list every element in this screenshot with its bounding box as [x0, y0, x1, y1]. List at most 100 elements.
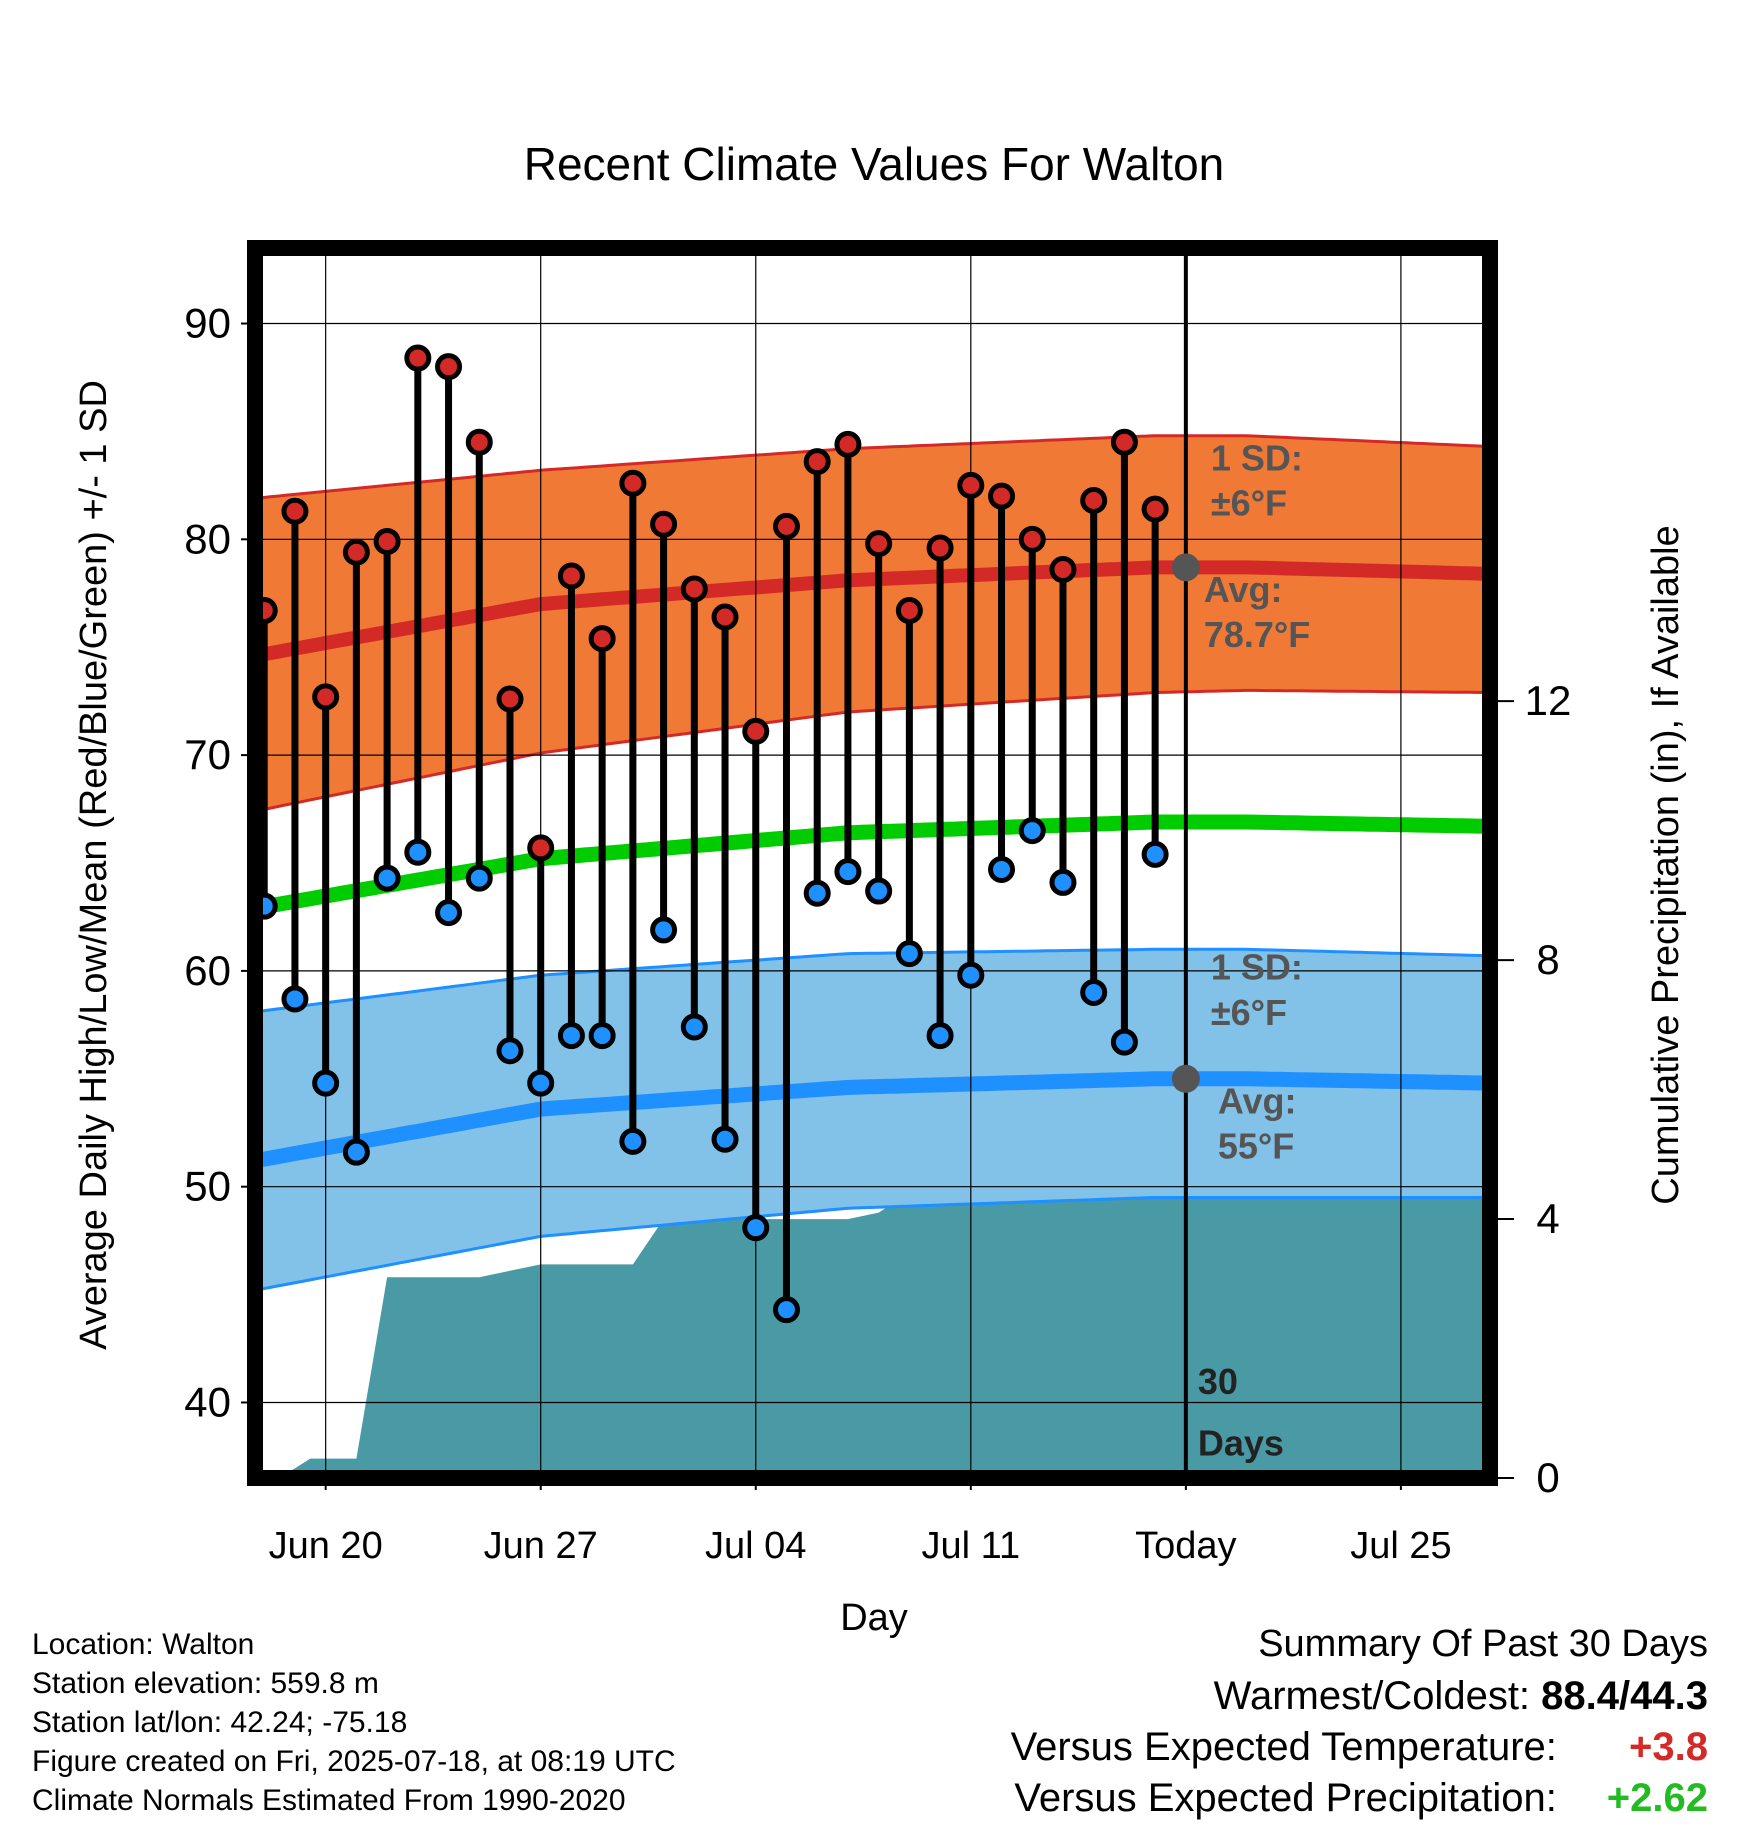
today-high-average-marker [1171, 553, 1200, 582]
warmest-coldest-label: Warmest/Coldest: [1213, 1674, 1531, 1718]
daily-high-point [557, 562, 585, 590]
temperature-departure-value: +3.8 [1629, 1725, 1708, 1769]
x-tick-label: Today [1135, 1525, 1236, 1567]
y-left-tick-label: 40 [184, 1378, 231, 1425]
y-right-tick-label: 8 [1536, 936, 1559, 983]
x-tick-label: Jun 27 [484, 1525, 598, 1567]
daily-high-point [1049, 556, 1077, 584]
chart-title: Recent Climate Values For Walton [524, 138, 1225, 190]
daily-high-point [281, 497, 309, 525]
high-plus-1sd-line [255, 434, 1484, 500]
daily-low-point [711, 1125, 739, 1153]
daily-low-point [373, 864, 401, 892]
high-sd-label: 1 SD: [1211, 437, 1303, 478]
daily-high-point [496, 685, 524, 713]
daily-high-point [895, 597, 923, 625]
y-left-tick-label: 50 [184, 1163, 231, 1210]
daily-low-point [1080, 978, 1108, 1006]
x-tick-label: Jul 04 [705, 1525, 806, 1567]
summary-panel: Summary Of Past 30 Days Warmest/Coldest:… [1011, 1621, 1708, 1824]
summary-title: Summary Of Past 30 Days [1258, 1623, 1708, 1665]
daily-high-point [373, 527, 401, 555]
daily-high-point [803, 448, 831, 476]
y-right-tick-label: 12 [1525, 677, 1572, 724]
daily-low-point [465, 864, 493, 892]
x-tick-label: Jun 20 [269, 1525, 383, 1567]
daily-low-point [496, 1037, 524, 1065]
location-text: Location: Walton [32, 1628, 255, 1661]
daily-low-point [619, 1127, 647, 1155]
daily-high-point [711, 603, 739, 631]
normals-text: Climate Normals Estimated From 1990-2020 [32, 1784, 626, 1817]
daily-low-point [680, 1013, 708, 1041]
daily-high-point [772, 512, 800, 540]
y-left-tick-label: 80 [184, 515, 231, 562]
y-right-tick-label: 4 [1536, 1195, 1559, 1242]
daily-low-point [772, 1296, 800, 1324]
daily-low-point [557, 1022, 585, 1050]
y-left-tick-label: 70 [184, 731, 231, 778]
daily-high-point [1141, 495, 1169, 523]
daily-low-point [865, 877, 893, 905]
daily-low-point [312, 1069, 340, 1097]
daily-low-point [650, 916, 678, 944]
daily-high-point [1110, 428, 1138, 456]
daily-high-point [742, 717, 770, 745]
daily-low-point [342, 1138, 370, 1166]
warmest-coldest-value: 88.4/44.3 [1541, 1674, 1708, 1718]
mean-average-line [255, 814, 1484, 916]
today-low-average-marker [1171, 1064, 1200, 1093]
precipitation-departure-row: Versus Expected Precipitation: +2.62 [1011, 1773, 1708, 1824]
low-average-value-label: 55°F [1218, 1126, 1294, 1167]
daily-high-point [404, 344, 432, 372]
daily-high-point [865, 530, 893, 558]
station-info: Location: Walton Station elevation: 559.… [32, 1625, 676, 1820]
low-average-label: Avg: [1218, 1080, 1297, 1121]
precipitation-departure-value: +2.62 [1606, 1776, 1708, 1820]
low-average-line [255, 1071, 1484, 1169]
low-sd-value-label: ±6°F [1211, 992, 1287, 1033]
daily-high-point [1018, 525, 1046, 553]
window-days-number-label: 30 [1198, 1361, 1238, 1402]
daily-low-point [895, 940, 923, 968]
daily-low-point [834, 858, 862, 886]
high-sd-value-label: ±6°F [1211, 483, 1287, 524]
daily-high-point [465, 428, 493, 456]
high-average-value-label: 78.7°F [1204, 614, 1310, 655]
axes: 40 50 60 70 80 90 0 4 8 12 Jun 20 Jun 27 Jul 04 Jul 1… [184, 240, 1572, 1567]
x-tick-label: Jul 11 [922, 1525, 1021, 1567]
x-axis-title: Day [840, 1597, 908, 1639]
y-left-tick-label: 60 [184, 947, 231, 994]
x-tick-label: Jul 25 [1350, 1525, 1451, 1567]
daily-high-point [588, 625, 616, 653]
daily-high-point [435, 353, 463, 381]
warmest-coldest-row: Warmest/Coldest: 88.4/44.3 [1011, 1671, 1708, 1722]
daily-low-point [742, 1214, 770, 1242]
low-minus-1sd-line [255, 1196, 1484, 1292]
y-axis-title-left: Average Daily High/Low/Mean (Red/Blue/Gr… [73, 380, 115, 1350]
daily-low-point [281, 985, 309, 1013]
daily-high-point [834, 430, 862, 458]
high-sd-band [255, 435, 1484, 812]
daily-high-point [527, 834, 555, 862]
y-left-tick-label: 90 [184, 300, 231, 347]
high-minus-1sd-line [255, 688, 1484, 813]
window-days-label: Days [1198, 1422, 1284, 1463]
temperature-departure-label: Versus Expected Temperature: [1010, 1725, 1557, 1769]
daily-low-point [1049, 868, 1077, 896]
daily-high-point [619, 469, 647, 497]
y-axis-title-right: Cumulative Precipitation (in), If Availa… [1645, 525, 1687, 1204]
daily-low-point [803, 879, 831, 907]
low-sd-label: 1 SD: [1211, 947, 1303, 988]
daily-high-point [680, 575, 708, 603]
latlon-text: Station lat/lon: 42.24; -75.18 [32, 1706, 408, 1739]
daily-low-point [1141, 840, 1169, 868]
daily-low-point [404, 838, 432, 866]
elevation-text: Station elevation: 559.8 m [32, 1667, 379, 1700]
y-right-tick-label: 0 [1536, 1454, 1559, 1501]
high-average-line [255, 560, 1485, 663]
daily-low-point [926, 1022, 954, 1050]
